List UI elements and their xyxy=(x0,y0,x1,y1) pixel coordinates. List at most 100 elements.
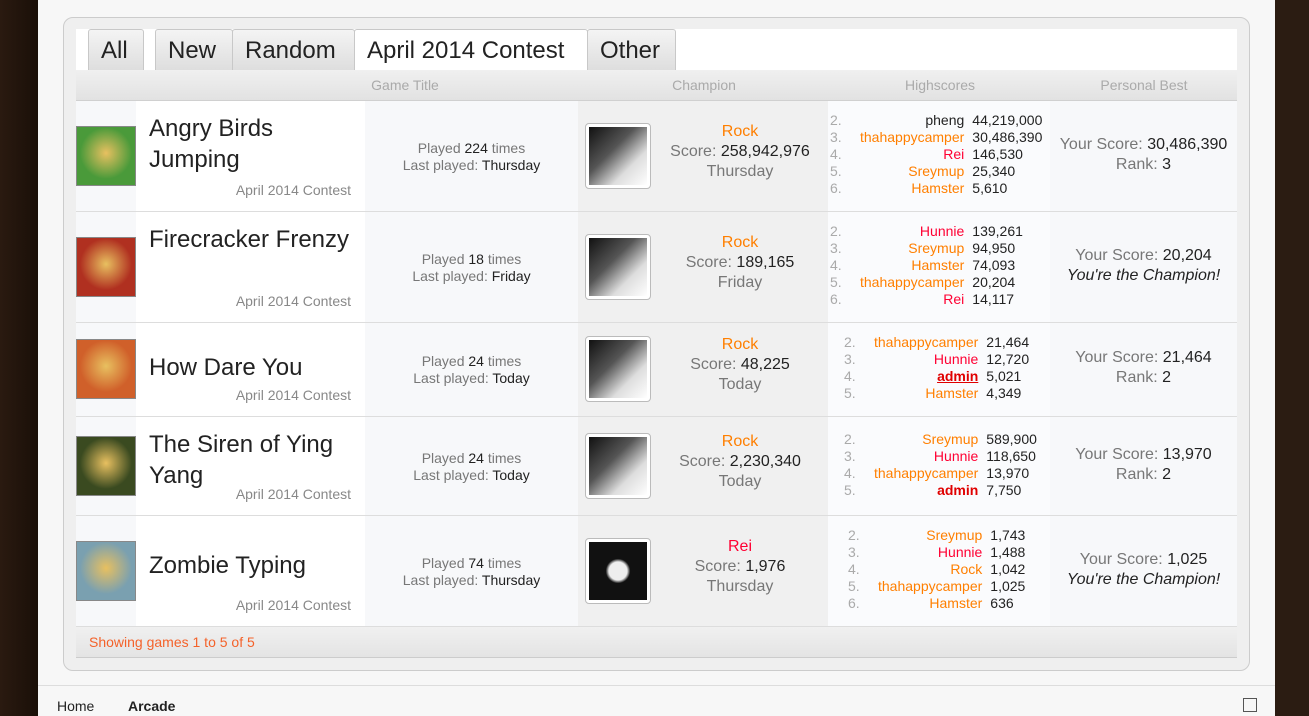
highscore-score: 636 xyxy=(990,595,1014,611)
game-title-link[interactable]: Angry Birds Jumping xyxy=(149,115,274,173)
champion-date: Thursday xyxy=(706,577,774,595)
game-title-link[interactable]: Firecracker Frenzy xyxy=(149,226,350,253)
game-row: Zombie Typing April 2014 Contest Played … xyxy=(76,516,1237,627)
highscore-player[interactable]: Hunnie xyxy=(919,223,965,239)
tab-all[interactable]: All xyxy=(88,29,144,70)
champion-name[interactable]: Rock xyxy=(721,336,759,353)
champion-avatar[interactable] xyxy=(585,537,651,604)
game-title-cell: The Siren of Ying Yang April 2014 Contes… xyxy=(136,417,365,515)
play-stats: Played 24 times Last played: Today xyxy=(413,449,530,483)
your-rank: 2 xyxy=(1162,465,1172,483)
highscore-entry: 3. Sreymup 94,950 xyxy=(828,240,1025,257)
champion-avatar[interactable] xyxy=(585,432,651,499)
highscore-entry: 3. thahappycamper 30,486,390 xyxy=(830,129,1043,145)
your-score: 30,486,390 xyxy=(1147,135,1228,153)
highscore-player[interactable]: Rock xyxy=(950,561,983,577)
champion-score: 48,225 xyxy=(740,356,790,373)
tab-april-2014-contest[interactable]: April 2014 Contest xyxy=(354,29,588,71)
game-title-cell: Zombie Typing April 2014 Contest xyxy=(136,516,365,626)
highscore-score: 118,650 xyxy=(986,447,1036,464)
highscore-player[interactable]: Sreymup xyxy=(908,163,965,179)
highscore-player[interactable]: Hamster xyxy=(911,180,965,196)
angry-birds-icon[interactable] xyxy=(76,125,136,186)
highscore-entry: 6. Hamster 636 xyxy=(846,595,1027,612)
table-header: Game Title Champion Highscores Personal … xyxy=(76,70,1237,101)
highscore-score: 7,750 xyxy=(986,481,1022,498)
tab-random[interactable]: Random xyxy=(232,29,355,70)
highscore-score: 94,950 xyxy=(972,240,1016,256)
highscore-entry: 4. Hamster 74,093 xyxy=(828,257,1025,274)
champion-score: 1,976 xyxy=(745,557,786,575)
game-row: Firecracker Frenzy April 2014 Contest Pl… xyxy=(76,212,1237,323)
highscore-player[interactable]: Hunnie xyxy=(933,351,979,367)
champion-name[interactable]: Rock xyxy=(721,122,759,140)
champion-name[interactable]: Rock xyxy=(721,432,759,450)
champion-avatar[interactable] xyxy=(585,122,651,189)
highscore-player[interactable]: thahappycamper xyxy=(860,274,965,290)
tab-other[interactable]: Other xyxy=(587,29,676,70)
personal-best-cell: Your Score: 30,486,390 Rank: 3 xyxy=(1059,135,1228,173)
highscore-entry: 6. Hamster 5,610 xyxy=(828,180,1044,197)
pagination-status: Showing games 1 to 5 of 5 xyxy=(76,627,1237,658)
champion-name[interactable]: Rei xyxy=(727,537,752,555)
tab-new[interactable]: New xyxy=(155,29,233,70)
firecracker-icon[interactable] xyxy=(76,236,136,297)
highscore-score: 74,093 xyxy=(972,257,1016,273)
your-rank: 2 xyxy=(1162,369,1172,386)
highscore-player[interactable]: Hunnie xyxy=(937,544,983,560)
how-dare-you-icon[interactable] xyxy=(76,339,136,399)
highscore-player[interactable]: Hamster xyxy=(925,385,979,401)
champion-message: You're the Champion! xyxy=(1066,266,1221,284)
highscore-player[interactable]: pheng xyxy=(925,112,965,128)
highscore-player[interactable]: Sreymup xyxy=(908,240,965,256)
highscore-player[interactable]: thahappycamper xyxy=(874,334,979,350)
highscore-score: 30,486,390 xyxy=(972,129,1043,145)
game-title-link[interactable]: How Dare You xyxy=(149,354,303,381)
highscore-player[interactable]: admin xyxy=(937,481,979,498)
highscore-player[interactable]: Rei xyxy=(943,291,965,307)
highscore-entry: 3. Hunnie 1,488 xyxy=(848,544,1026,560)
tab-bar: All New Random April 2014 Contest Other xyxy=(76,29,1237,71)
game-title-link[interactable]: The Siren of Ying Yang xyxy=(149,431,334,489)
header-champion: Champion xyxy=(672,77,736,93)
your-score: 21,464 xyxy=(1162,349,1212,366)
game-title-link[interactable]: Zombie Typing xyxy=(149,551,306,579)
highscore-score: 25,340 xyxy=(972,163,1016,179)
breadcrumb-arcade[interactable]: Arcade xyxy=(128,698,176,714)
highscore-score: 1,042 xyxy=(990,561,1026,577)
highscore-player[interactable]: thahappycamper xyxy=(874,464,979,481)
highscore-score: 1,025 xyxy=(990,578,1026,594)
champion-name[interactable]: Rock xyxy=(721,233,759,251)
champion-date: Today xyxy=(718,472,762,490)
highscore-score: 21,464 xyxy=(986,334,1030,350)
game-category[interactable]: April 2014 Contest xyxy=(235,597,351,613)
highscore-player[interactable]: Rei xyxy=(943,146,965,162)
breadcrumb-home[interactable]: Home xyxy=(57,698,95,714)
highscore-player[interactable]: Hunnie xyxy=(933,447,979,464)
highscore-player[interactable]: Sreymup xyxy=(922,430,979,447)
game-category[interactable]: April 2014 Contest xyxy=(235,293,351,309)
highscore-player[interactable]: thahappycamper xyxy=(878,578,983,594)
zombie-typing-icon[interactable] xyxy=(76,540,136,601)
personal-best-cell: Your Score: 20,204 You're the Champion! xyxy=(1066,246,1221,284)
highscore-score: 14,117 xyxy=(972,291,1015,307)
siren-icon[interactable] xyxy=(76,435,136,496)
external-link-icon[interactable] xyxy=(1243,698,1257,712)
highscore-score: 20,204 xyxy=(972,274,1016,290)
champion-avatar[interactable] xyxy=(585,336,651,402)
champion-cell: Rock Score: 189,165 Friday xyxy=(578,212,828,322)
game-category[interactable]: April 2014 Contest xyxy=(235,387,351,403)
champion-avatar[interactable] xyxy=(585,233,651,300)
highscore-player[interactable]: thahappycamper xyxy=(860,129,965,145)
highscore-player[interactable]: admin xyxy=(937,368,979,384)
champion-date: Friday xyxy=(717,273,763,291)
highscore-entry: 5. thahappycamper 20,204 xyxy=(828,274,1025,291)
game-category[interactable]: April 2014 Contest xyxy=(235,486,351,502)
highscore-player[interactable]: Hamster xyxy=(911,257,965,273)
highscore-player[interactable]: Hamster xyxy=(929,595,983,611)
champion-cell: Rock Score: 2,230,340 Today xyxy=(578,417,828,515)
game-category[interactable]: April 2014 Contest xyxy=(235,182,351,198)
highscore-player[interactable]: Sreymup xyxy=(926,527,983,543)
champion-score: 2,230,340 xyxy=(729,452,801,470)
highscore-entry: 2. Hunnie 139,261 xyxy=(830,223,1023,239)
